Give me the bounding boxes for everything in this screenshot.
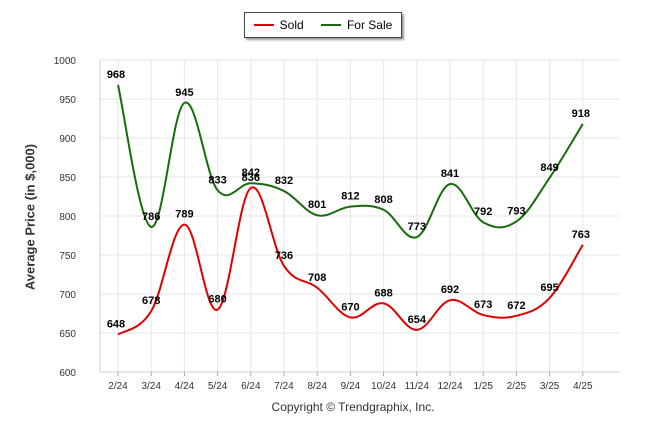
y-tick-label: 900 [59,134,76,145]
y-axis-label: Average Price (in $,000) [22,143,38,291]
data-label-sold: 789 [175,209,193,221]
data-label-sold: 692 [441,284,459,296]
data-label-for-sale: 849 [540,162,558,174]
x-tick-label: 4/25 [573,381,593,392]
legend-item-sold[interactable]: Sold [253,18,304,32]
x-tick-label: 3/25 [540,381,560,392]
data-label-for-sale: 968 [107,69,125,81]
x-tick-label: 9/24 [341,381,361,392]
data-label-for-sale: 918 [572,108,590,120]
data-label-for-sale: 793 [507,205,525,217]
data-label-for-sale: 812 [341,191,359,203]
data-label-sold: 673 [474,299,492,311]
data-label-sold: 695 [540,282,558,294]
data-label-for-sale: 842 [242,167,260,179]
y-tick-label: 600 [59,368,76,379]
data-label-sold: 736 [275,250,293,262]
x-tick-label: 6/24 [241,381,261,392]
axis-layer: 600 650 700 750 800 850 900 950 1000 2/24 3/24 4/24… [54,56,620,392]
data-label-for-sale: 833 [208,174,226,186]
series-line-sold [117,186,584,336]
data-label-for-sale: 786 [142,211,160,223]
data-label-for-sale: 792 [474,206,492,218]
data-label-sold: 680 [208,294,226,306]
x-tick-label: 2/24 [108,381,128,392]
data-label-sold: 708 [308,272,326,284]
data-label-for-sale: 841 [441,168,459,180]
data-label-sold: 688 [374,287,392,299]
y-tick-label: 650 [59,329,76,340]
x-tick-label: 10/24 [371,381,396,392]
y-tick-label: 850 [59,173,76,184]
data-label-for-sale: 945 [175,87,193,99]
series-layer [117,84,584,336]
grid-layer [100,59,620,373]
legend-swatch-for-sale [320,24,341,26]
series-line-for-sale [117,84,584,239]
data-label-for-sale: 832 [275,175,293,187]
data-label-for-sale: 773 [408,221,426,233]
x-tick-label: 8/24 [307,381,327,392]
y-tick-label: 750 [59,251,76,262]
x-tick-label: 7/24 [274,381,294,392]
y-tick-label: 800 [59,212,76,223]
x-tick-label: 12/24 [437,381,462,392]
data-label-sold: 670 [341,301,359,313]
data-label-sold: 672 [507,300,525,312]
legend-item-for-sale[interactable]: For Sale [320,18,393,32]
data-label-for-sale: 801 [308,199,326,211]
x-tick-label: 1/25 [473,381,493,392]
legend: Sold For Sale [244,12,402,38]
legend-label-sold: Sold [279,18,304,32]
data-label-sold: 763 [572,229,590,241]
legend-label-for-sale: For Sale [346,18,393,32]
copyright-text: Copyright © Trendgraphix, Inc. [271,400,435,414]
label-layer: 648 678 789 680 836 736 708 670 688 654 692 673 672 6… [107,69,590,331]
x-tick-label: 5/24 [208,381,228,392]
x-tick-label: 2/25 [507,381,527,392]
data-label-for-sale: 808 [374,194,392,206]
x-tick-label: 4/24 [175,381,195,392]
x-tick-label: 11/24 [405,381,430,392]
data-label-sold: 654 [408,314,427,326]
x-tick-label: 3/24 [141,381,161,392]
data-label-sold: 836 [242,172,260,184]
legend-swatch-sold [253,24,274,26]
data-label-sold: 678 [142,295,160,307]
y-tick-label: 1000 [54,56,77,67]
y-tick-label: 950 [59,95,76,106]
data-label-sold: 648 [107,319,125,331]
y-tick-label: 700 [59,290,76,301]
